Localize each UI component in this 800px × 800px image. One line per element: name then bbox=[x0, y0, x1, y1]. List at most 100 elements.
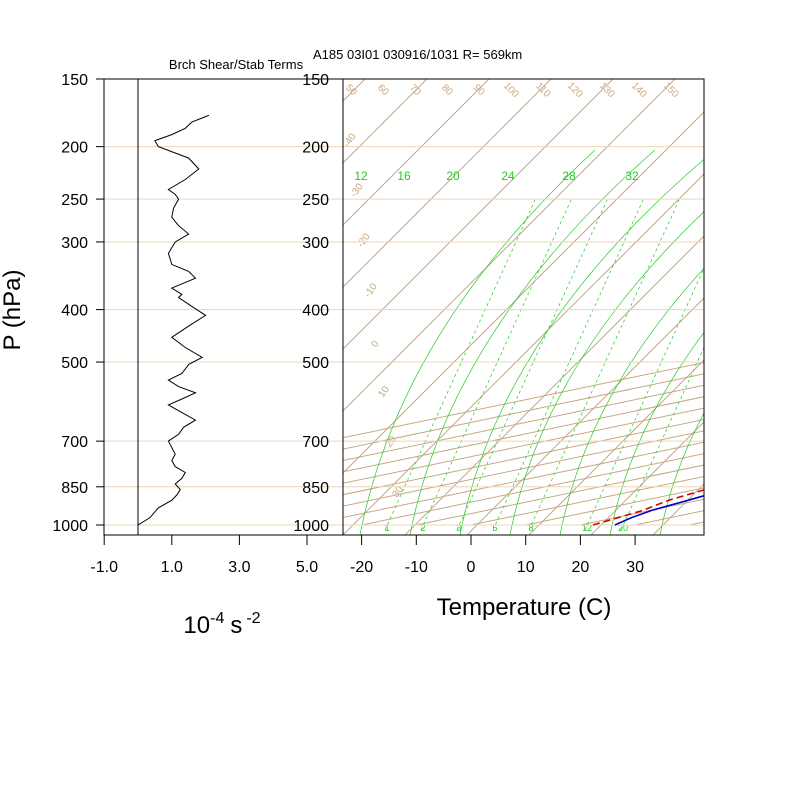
mixing-ratio-label: 2 bbox=[420, 523, 425, 533]
moist-adiabat-line bbox=[459, 158, 704, 535]
moist-adiabat-label: 12 bbox=[354, 169, 368, 183]
y-tick-label-left: 400 bbox=[61, 303, 88, 320]
moist-adiabat-line bbox=[409, 149, 656, 535]
dry-adiabat-line bbox=[777, 0, 800, 535]
left-x-axis-label: 10-4 s -2 bbox=[183, 610, 260, 639]
x-tick-label-skew: 20 bbox=[572, 559, 590, 576]
mixing-ratio-line bbox=[420, 199, 572, 531]
moist-adiabat-label: 32 bbox=[625, 169, 639, 183]
isotherm-line bbox=[343, 396, 704, 473]
y-tick-label-left: 250 bbox=[61, 192, 88, 209]
mixing-ratio-line bbox=[456, 199, 608, 531]
dry-adiabat-label: 50 bbox=[343, 82, 359, 98]
isotherm-label: 0 bbox=[369, 338, 381, 349]
moist-adiabat-label: 28 bbox=[562, 169, 576, 183]
moist-adiabat-line bbox=[359, 149, 596, 535]
y-tick-label-left: 200 bbox=[61, 140, 88, 157]
y-tick-label-center: 200 bbox=[302, 140, 329, 157]
x-tick-label-left: 1.0 bbox=[161, 559, 183, 576]
dry-adiabat-label: 130 bbox=[597, 80, 617, 100]
x-tick-label-skew: -20 bbox=[350, 559, 373, 576]
y-tick-label-left: 150 bbox=[61, 72, 88, 89]
y-tick-label-left: 500 bbox=[61, 355, 88, 372]
dry-adiabat-line bbox=[343, 79, 490, 226]
moist-adiabat-line bbox=[659, 412, 704, 535]
isotherm-line bbox=[580, 498, 704, 526]
dry-adiabat-label: 90 bbox=[471, 82, 487, 98]
moist-adiabat-label: 24 bbox=[501, 169, 515, 183]
y-tick-label-center: 850 bbox=[302, 480, 329, 497]
dewpoint-profile-line bbox=[592, 489, 704, 526]
y-tick-label-center: 400 bbox=[302, 303, 329, 320]
dry-adiabat-line bbox=[343, 111, 704, 474]
x-tick-label-left: -1.0 bbox=[90, 559, 118, 576]
shear-stab-profile-line bbox=[137, 114, 210, 526]
dry-adiabat-line bbox=[590, 421, 704, 535]
isobar-lines bbox=[104, 78, 704, 526]
dry-adiabat-line bbox=[404, 235, 704, 535]
dry-adiabat-line bbox=[343, 173, 704, 535]
moist-adiabat-label: 20 bbox=[446, 169, 460, 183]
dry-adiabat-label: 120 bbox=[565, 80, 585, 100]
isotherm-label: -30 bbox=[348, 181, 366, 200]
y-tick-label-center: 300 bbox=[302, 235, 329, 252]
mixing-ratio-line bbox=[528, 199, 680, 531]
y-tick-label-left: 300 bbox=[61, 235, 88, 252]
isotherm-line bbox=[343, 384, 704, 462]
isotherm-line bbox=[343, 373, 704, 450]
isotherm-label: 20 bbox=[383, 434, 399, 450]
skew-t-title: A185 03I01 030916/1031 R= 569km bbox=[313, 47, 522, 62]
data-series bbox=[137, 114, 704, 526]
dry-adiabat-line bbox=[343, 79, 614, 350]
skew-t-x-axis-label: Temperature (C) bbox=[437, 594, 612, 621]
mixing-ratio-line bbox=[584, 267, 704, 531]
y-axis-label: P (hPa) bbox=[0, 270, 26, 351]
dry-adiabat-line bbox=[528, 359, 704, 535]
isotherm-line bbox=[343, 361, 704, 439]
mixing-ratio-label: 12 bbox=[582, 523, 592, 533]
isotherm-line bbox=[634, 510, 704, 526]
mixing-ratio-line bbox=[384, 199, 536, 531]
isotherm-label: 10 bbox=[376, 384, 392, 400]
mixing-ratio-label: 5 bbox=[492, 523, 497, 533]
y-tick-label-center: 500 bbox=[302, 355, 329, 372]
y-tick-label-center: 150 bbox=[302, 72, 329, 89]
dry-adiabat-line bbox=[0, 0, 261, 535]
x-tick-label-left: 5.0 bbox=[296, 559, 318, 576]
y-tick-label-center: 250 bbox=[302, 192, 329, 209]
moist-adiabat-label: 16 bbox=[397, 169, 411, 183]
y-tick-label-center: 700 bbox=[302, 434, 329, 451]
mixing-ratio-line bbox=[492, 199, 644, 531]
x-tick-label-left: 3.0 bbox=[228, 559, 250, 576]
x-tick-label-skew: 10 bbox=[517, 559, 535, 576]
skew-t-frame bbox=[342, 78, 705, 536]
y-tick-label-center: 1000 bbox=[293, 518, 329, 535]
isotherm-line bbox=[525, 487, 704, 526]
isotherm-line bbox=[361, 453, 704, 526]
x-tick-label-skew: -10 bbox=[405, 559, 428, 576]
dry-adiabat-line bbox=[715, 0, 800, 535]
dry-adiabat-line bbox=[0, 0, 323, 535]
y-tick-label-left: 850 bbox=[61, 480, 88, 497]
y-tick-label-left: 700 bbox=[61, 434, 88, 451]
x-tick-label-skew: 0 bbox=[467, 559, 476, 576]
isotherm-label: -10 bbox=[362, 281, 380, 300]
y-tick-label-left: 1000 bbox=[52, 518, 88, 535]
isotherm-line bbox=[343, 430, 704, 507]
mixing-ratio-line bbox=[620, 346, 704, 531]
dry-adiabat-line bbox=[466, 297, 704, 535]
isotherm-line bbox=[343, 418, 704, 496]
mixing-ratio-label: 3 bbox=[456, 523, 461, 533]
dry-adiabat-line bbox=[652, 483, 704, 535]
temperature-profile-line bbox=[614, 494, 704, 526]
dry-adiabat-label: 60 bbox=[375, 82, 391, 98]
dry-adiabat-line bbox=[0, 0, 199, 535]
mixing-ratio-label: 20 bbox=[618, 523, 628, 533]
mixing-ratio-label: 1 bbox=[384, 523, 389, 533]
isotherm-line bbox=[689, 521, 704, 526]
dry-adiabat-label: 150 bbox=[661, 80, 681, 100]
mixing-ratio-label: 8 bbox=[528, 523, 533, 533]
